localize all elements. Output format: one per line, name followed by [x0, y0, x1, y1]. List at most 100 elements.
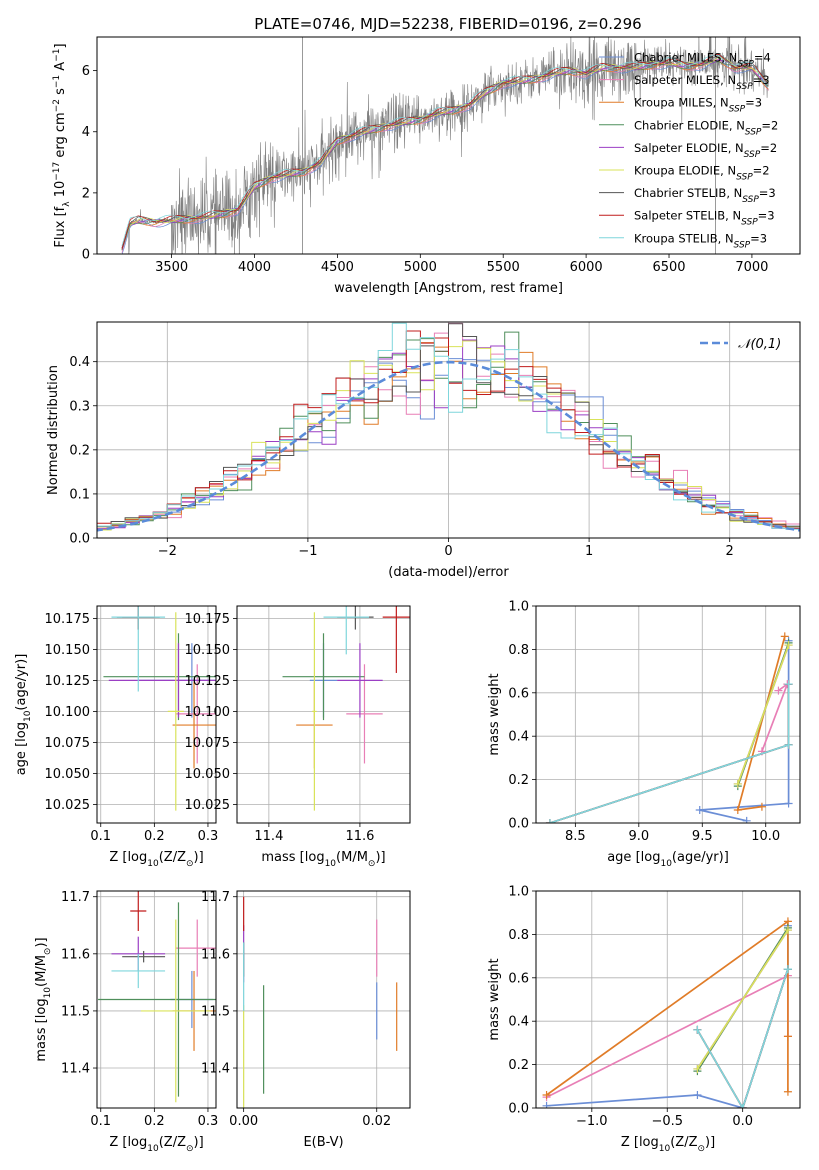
axes-frame: [96, 36, 801, 255]
mass-weight-line: [696, 968, 789, 1108]
mass-weight-marker: [693, 1064, 702, 1073]
y-tick-label: 10.050: [45, 767, 91, 782]
legend-label: Salpeter ELODIE, NSSP=2: [634, 141, 777, 160]
axes-frame: [236, 890, 411, 1109]
y-tick-label: 11.7: [61, 890, 90, 905]
mass-weight-marker: [693, 1025, 702, 1034]
y-axis-label: Flux [fλ 10−17 erg cm−2 s−1 A−1]: [52, 43, 72, 247]
mass-vs-Z-panel: 0.1 0.2 0.3 11.4 11.5 11.6 11.7 Z [log10(Z/Z⊙)]…: [34, 890, 218, 1154]
mass-weight-line: [696, 929, 789, 1070]
mass-weight-marker: [742, 816, 751, 823]
mass-weight-marker: [545, 819, 554, 823]
x-tick-label: −1.0: [576, 1114, 608, 1129]
mass-weight-marker: [784, 680, 793, 689]
residuals-plot-area: [97, 322, 800, 533]
x-tick-label: 2: [726, 544, 734, 559]
x-tick-label: 6500: [652, 260, 685, 275]
legend-label: Chabrier ELODIE, NSSP=2: [634, 118, 778, 137]
y-tick-label: 0.3: [69, 399, 90, 414]
mass-weight-marker: [738, 1104, 747, 1108]
spectrum-legend: Chabrier MILES, NSSP=4 Salpeter MILES, NS…: [599, 51, 778, 250]
mass-weight-marker: [695, 805, 704, 814]
y-tick-label: 10.125: [185, 674, 231, 689]
y-axis-label: Normed distribution: [46, 365, 61, 495]
x-tick-label: 0.00: [229, 1114, 258, 1129]
x-tick-label: 0: [444, 544, 452, 559]
massweight-vs-Z-plot-area: [542, 917, 792, 1108]
x-axis-label: mass [log10(M/M⊙)]: [261, 850, 385, 869]
legend-label: Chabrier STELIB, NSSP=3: [634, 186, 776, 205]
y-tick-label: 1.0: [508, 600, 529, 615]
mass-weight-marker: [542, 1090, 551, 1099]
mass-weight-line: [737, 644, 790, 785]
x-axis-label: E(B-V): [303, 1135, 343, 1150]
mass-weight-line: [546, 919, 789, 1096]
x-tick-label: 0.3: [198, 829, 219, 844]
x-tick-label: 11.4: [254, 829, 283, 844]
y-tick-label: 10.050: [185, 767, 231, 782]
y-tick-label: 0.2: [508, 1058, 529, 1073]
x-tick-label: −1: [298, 544, 317, 559]
y-tick-label: 6: [82, 64, 90, 79]
x-tick-label: 1: [585, 544, 593, 559]
x-tick-label: 0.2: [144, 829, 165, 844]
y-tick-label: 11.7: [201, 890, 230, 905]
mass-vs-ebv-plot-area: [243, 896, 398, 1108]
model-spectrum-line: [121, 53, 769, 249]
x-tick-label: 0.2: [144, 1114, 165, 1129]
y-tick-label: 10.150: [185, 643, 231, 658]
legend-label: Salpeter MILES, NSSP=3: [634, 73, 770, 92]
y-tick-label: 0.1: [69, 487, 90, 502]
axes-frame: [236, 605, 411, 824]
y-tick-label: 0.8: [508, 643, 529, 658]
x-axis-label: Z [log10(Z/Z⊙)]: [109, 1135, 203, 1154]
mass-weight-marker: [784, 740, 793, 749]
y-axis-label: mass [log10(M/M⊙)]: [34, 937, 53, 1061]
mass-weight-marker: [774, 686, 783, 695]
y-tick-label: 10.075: [185, 736, 231, 751]
y-tick-label: 10.025: [45, 798, 91, 813]
mass-weight-marker: [693, 1090, 702, 1099]
y-tick-label: 0.8: [508, 928, 529, 943]
y-tick-label: 0.6: [508, 686, 529, 701]
mass-weight-line: [699, 640, 790, 822]
x-tick-label: 11.6: [345, 829, 374, 844]
y-tick-label: 0.0: [69, 532, 90, 547]
y-tick-label: 10.175: [45, 612, 91, 627]
age-vs-Z-panel: 0.1 0.2 0.3 10.025 10.050 10.075 10.100 10.125 1…: [14, 605, 219, 869]
mass-vs-ebv-panel: 0.00 0.02 11.4 11.5 11.6 11.7 E(B-V): [201, 890, 411, 1150]
x-axis-label: (data-model)/error: [388, 565, 509, 580]
y-tick-label: 11.5: [61, 1004, 90, 1019]
y-tick-label: 2: [82, 186, 90, 201]
axes-frame: [535, 605, 801, 824]
y-axis-label: mass weight: [487, 673, 502, 755]
y-tick-label: 10.175: [185, 612, 231, 627]
x-tick-label: 5000: [404, 260, 437, 275]
y-tick-label: 1.0: [508, 885, 529, 900]
x-tick-label: 0.02: [362, 1114, 391, 1129]
y-tick-label: 11.4: [61, 1062, 90, 1077]
y-tick-label: 4: [82, 125, 90, 140]
y-tick-label: 0.0: [508, 1102, 529, 1117]
y-tick-label: 10.075: [45, 736, 91, 751]
model-spectrum-line: [121, 55, 769, 246]
x-axis-label: age [log10(age/yr)]: [607, 850, 729, 869]
y-tick-label: 0.4: [69, 355, 90, 370]
age-vs-mass-panel: 11.4 11.6 10.025 10.050 10.075 10.100 10.125 10…: [185, 605, 411, 869]
legend-label: Chabrier MILES, NSSP=4: [634, 51, 771, 70]
legend-label: Kroupa STELIB, NSSP=3: [634, 231, 767, 250]
y-tick-label: 10.100: [185, 705, 231, 720]
massweight-vs-age-plot-area: [545, 632, 793, 823]
x-tick-label: 8.5: [565, 829, 586, 844]
mass-vs-Z-plot-area: [98, 891, 216, 1103]
axes-frame: [96, 605, 217, 824]
x-axis-label: Z [log10(Z/Z⊙)]: [109, 850, 203, 869]
x-tick-label: 0.0: [732, 1114, 753, 1129]
axes-frame: [96, 890, 217, 1109]
spectrum-panel: Chabrier MILES, NSSP=4 Salpeter MILES, NS…: [52, 36, 801, 296]
legend-label: Salpeter STELIB, NSSP=3: [634, 209, 775, 228]
x-tick-label: 9.5: [692, 829, 713, 844]
x-tick-label: 3500: [155, 260, 188, 275]
mass-weight-line: [736, 636, 786, 812]
y-axis-label: mass weight: [487, 958, 502, 1040]
